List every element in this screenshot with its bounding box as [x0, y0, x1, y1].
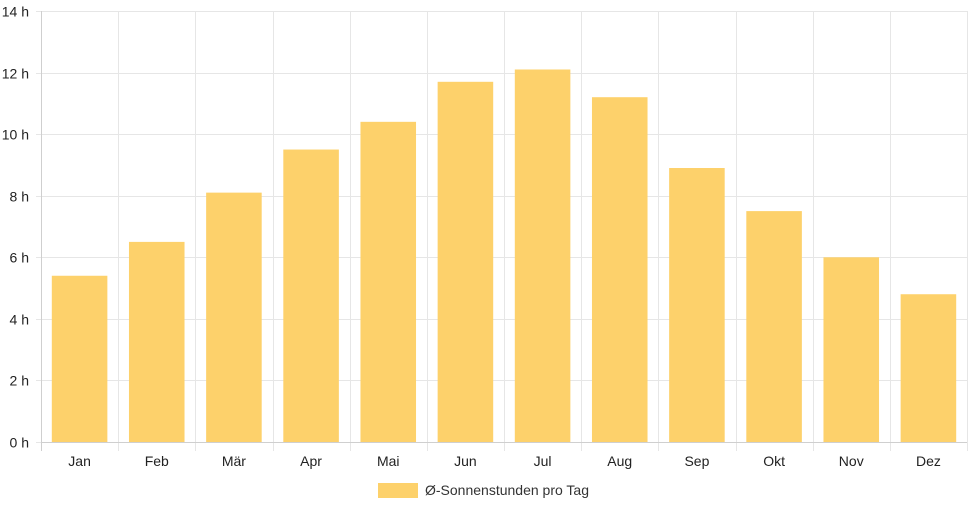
bar-sep[interactable]	[669, 168, 725, 442]
y-tick-label: 12 h	[2, 66, 29, 82]
axes	[36, 11, 967, 451]
y-tick-label: 6 h	[10, 250, 29, 266]
legend[interactable]: Ø-Sonnenstunden pro Tag	[378, 482, 589, 498]
x-tick-label: Aug	[607, 453, 632, 469]
x-tick-label: Jan	[68, 453, 91, 469]
y-axis-ticks: 0 h 2 h 4 h 6 h 8 h 10 h 12 h 14 h	[2, 4, 41, 451]
bar-nov[interactable]	[823, 257, 880, 442]
y-tick-label: 4 h	[10, 312, 29, 328]
grid	[41, 11, 968, 451]
x-axis-ticks: Jan Feb Mär Apr Mai Jun Jul Aug Sep Okt Nov Dez	[68, 453, 941, 469]
x-tick-label: Mai	[377, 453, 400, 469]
x-tick-label: Feb	[145, 453, 169, 469]
x-tick-label: Mär	[222, 453, 246, 469]
bar-mär[interactable]	[206, 192, 262, 442]
bar-jan[interactable]	[51, 275, 108, 442]
bars	[51, 69, 957, 443]
legend-label: Ø-Sonnenstunden pro Tag	[425, 482, 589, 498]
bar-okt[interactable]	[746, 211, 802, 442]
bar-jul[interactable]	[514, 69, 571, 442]
x-tick-label: Okt	[763, 453, 785, 469]
y-tick-label: 8 h	[10, 189, 29, 205]
x-tick-label: Jul	[534, 453, 552, 469]
y-tick-label: 2 h	[10, 373, 29, 389]
bar-feb[interactable]	[128, 241, 185, 442]
x-tick-label: Dez	[916, 453, 941, 469]
bar-dez[interactable]	[900, 294, 957, 442]
x-tick-label: Jun	[454, 453, 477, 469]
bar-jun[interactable]	[437, 81, 494, 443]
y-tick-label: 0 h	[10, 435, 29, 451]
legend-swatch	[378, 483, 418, 498]
bar-apr[interactable]	[283, 149, 339, 443]
bar-mai[interactable]	[360, 121, 417, 442]
x-tick-label: Sep	[684, 453, 709, 469]
bar-aug[interactable]	[591, 97, 648, 442]
x-tick-label: Nov	[839, 453, 864, 469]
x-tick-label: Apr	[300, 453, 322, 469]
y-tick-label: 10 h	[2, 127, 29, 143]
y-tick-label: 14 h	[2, 4, 29, 20]
